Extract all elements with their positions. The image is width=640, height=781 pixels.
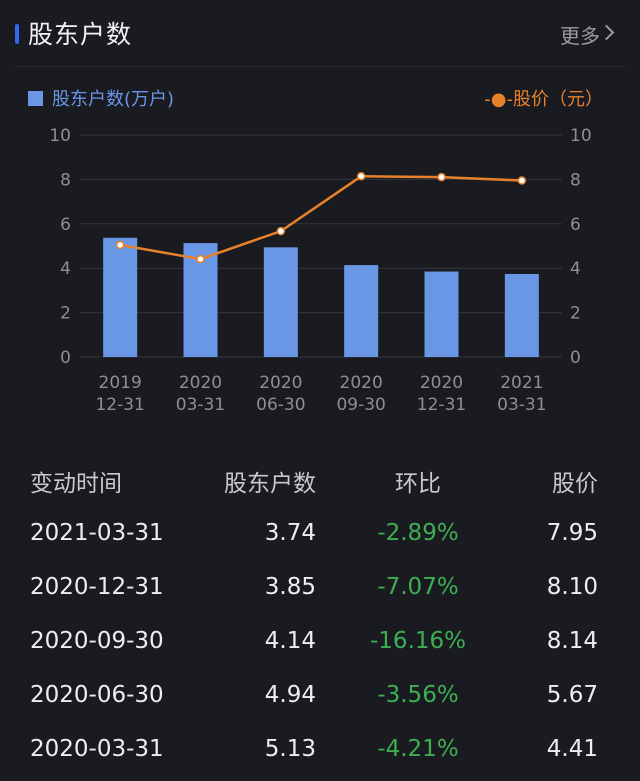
x-tick-label-date: 12-31 — [95, 395, 144, 415]
table-header: 变动时间 股东户数 环比 股价 — [0, 452, 640, 508]
header-change: 环比 — [395, 471, 441, 497]
row-change: -3.56% — [377, 682, 459, 708]
price-point — [517, 176, 527, 185]
y-left-tick-label: 4 — [60, 259, 71, 279]
y-right-tick-label: 4 — [570, 259, 581, 279]
bar — [263, 247, 298, 357]
x-tick-label-year: 2021 — [500, 373, 543, 393]
legend-bar-label: 股东户数(万户) — [52, 89, 174, 110]
section-title: 股东户数 — [28, 20, 133, 49]
y-right-tick-label: 10 — [570, 126, 592, 146]
row-change: -7.07% — [377, 574, 459, 600]
table-row: 2020-06-30 4.94 -3.56% 5.67 — [0, 670, 640, 724]
row-date: 2020-12-31 — [30, 574, 164, 600]
y-left-tick-label: 10 — [49, 126, 71, 146]
row-holders: 4.14 — [264, 628, 316, 654]
row-change: -2.89% — [377, 520, 459, 546]
x-tick-label-year: 2020 — [420, 373, 463, 393]
y-left-tick-label: 6 — [60, 215, 71, 235]
x-tick-label-year: 2019 — [99, 373, 142, 393]
more-link[interactable]: 更多 — [560, 24, 600, 48]
shareholder-chart: 股东户数(万户) -●-股价（元） 0 0 2 2 4 4 6 6 8 8 10 10 2019 12-31 2… — [0, 70, 640, 430]
y-right-tick-label: 2 — [570, 304, 581, 324]
price-point — [196, 254, 205, 264]
bar — [344, 265, 379, 357]
chart-svg: 股东户数(万户) -●-股价（元）0 02 24 46 68 810 10201912-312… — [28, 89, 603, 415]
row-date: 2021-03-31 — [30, 520, 164, 546]
row-price: 7.95 — [546, 520, 598, 546]
price-point — [356, 172, 366, 181]
bar — [103, 237, 138, 357]
x-tick-label-date: 03-31 — [176, 395, 225, 415]
row-price: 5.67 — [546, 682, 598, 708]
legend-line-label: -●-股价（元） — [484, 89, 603, 110]
table-row: 2020-09-30 4.14 -16.16% 8.14 — [0, 616, 640, 670]
row-holders: 5.13 — [264, 736, 316, 762]
x-tick-label-date: 03-31 — [497, 395, 546, 415]
row-price: 4.41 — [546, 736, 598, 762]
bar — [424, 271, 459, 357]
y-left-tick-label: 2 — [60, 304, 71, 324]
header-date: 变动时间 — [30, 471, 122, 497]
shareholder-table: 变动时间 股东户数 环比 股价 2021-03-31 3.74 -2.89% 7… — [0, 452, 640, 778]
x-tick-label-date: 09-30 — [336, 395, 385, 415]
row-date: 2020-09-30 — [30, 628, 164, 654]
row-date: 2020-03-31 — [30, 736, 164, 762]
table-row: 2020-03-31 5.13 -4.21% 4.41 — [0, 724, 640, 778]
x-tick-label-date: 06-30 — [256, 395, 305, 415]
x-tick-label-year: 2020 — [179, 373, 222, 393]
price-line — [119, 175, 522, 261]
row-holders: 3.74 — [264, 520, 316, 546]
row-date: 2020-06-30 — [30, 682, 164, 708]
y-left-tick-label: 0 — [60, 348, 71, 368]
y-right-tick-label: 0 — [570, 348, 581, 368]
legend-bar-swatch — [28, 91, 43, 106]
header-holders: 股东户数 — [224, 471, 316, 497]
x-tick-label-year: 2020 — [340, 373, 383, 393]
divider — [15, 66, 625, 67]
y-right-tick-label: 8 — [570, 170, 581, 190]
row-holders: 4.94 — [264, 682, 316, 708]
y-right-tick-label: 6 — [570, 215, 581, 235]
price-point — [115, 240, 125, 250]
price-point — [276, 226, 286, 236]
table-row: 2020-12-31 3.85 -7.07% 8.10 — [0, 562, 640, 616]
bar — [504, 273, 539, 357]
y-left-tick-label: 8 — [60, 170, 71, 190]
accent-bar — [15, 24, 19, 44]
price-point — [437, 172, 446, 182]
row-change: -16.16% — [370, 628, 466, 654]
chevron-right-icon[interactable] — [598, 24, 615, 41]
header-price: 股价 — [552, 471, 598, 497]
table-row: 2021-03-31 3.74 -2.89% 7.95 — [0, 508, 640, 562]
row-change: -4.21% — [377, 736, 459, 762]
x-tick-label-year: 2020 — [259, 373, 302, 393]
row-price: 8.14 — [546, 628, 598, 654]
row-price: 8.10 — [546, 574, 598, 600]
x-tick-label-date: 12-31 — [417, 395, 466, 415]
section-header: 股东户数 更多 — [0, 0, 640, 66]
row-holders: 3.85 — [264, 574, 316, 600]
